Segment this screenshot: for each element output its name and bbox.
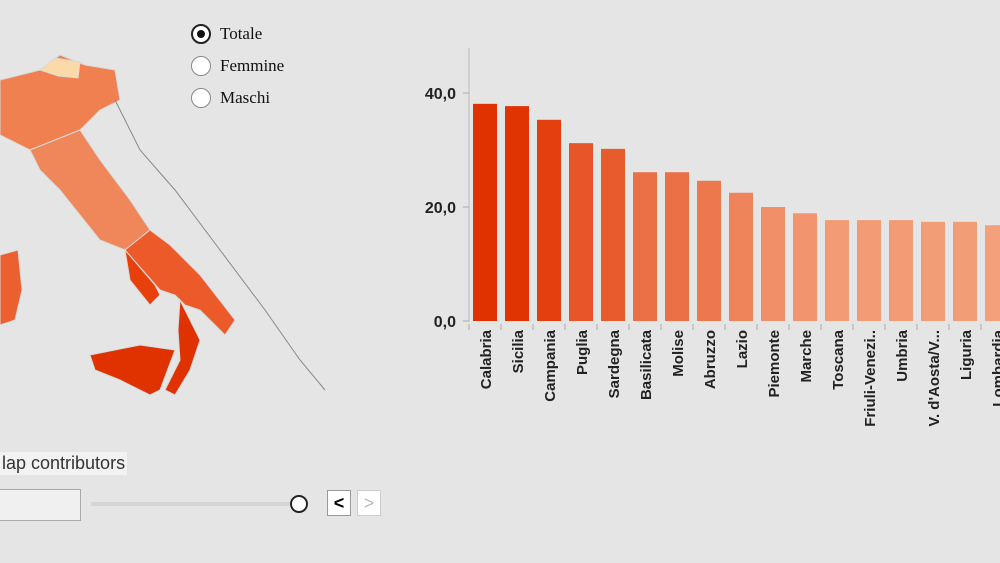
x-tick-label: Abruzzo [702,330,719,389]
radio-maschi[interactable]: Maschi [191,88,270,108]
region-sicilia[interactable] [89,344,176,396]
bar-lombardia[interactable] [985,225,1000,321]
bar-marche[interactable] [793,213,817,321]
region-north[interactable] [0,54,121,151]
coastline-balkans [114,99,326,391]
region-south[interactable] [124,229,236,336]
x-tick-label: V. d'Aosta/V... [926,330,943,427]
bar-liguria[interactable] [953,221,977,321]
x-tick-label: Lombardia [990,329,1000,406]
x-tick-label: Piemonte [766,330,783,398]
prev-button[interactable]: < [327,490,351,516]
bar-campania[interactable] [537,119,561,321]
x-tick-label: Umbria [894,329,911,381]
x-tick-label: Calabria [478,329,495,389]
radio-label: Totale [220,24,263,43]
x-tick-label: Toscana [830,329,847,389]
region-sardegna[interactable] [0,249,23,326]
region-calabria[interactable] [164,298,201,396]
x-tick-label: Puglia [574,329,591,375]
map-attribution[interactable]: lap contributors [0,452,128,475]
y-tick-label: 40,0 [425,86,456,103]
y-tick-label: 0,0 [434,314,456,331]
bar-v-d-aosta-v-[interactable] [921,221,945,321]
x-tick-label: Friuli-Venezi.. [862,330,879,427]
x-tick-label: Liguria [958,329,975,380]
bar-sicilia[interactable] [505,106,529,321]
x-tick-label: Molise [670,330,687,377]
region-campania[interactable] [124,248,161,306]
bar-friuli-venezi-[interactable] [857,220,881,321]
bar-lazio[interactable] [729,192,753,321]
time-slider-handle[interactable] [290,495,308,513]
radio-label: Maschi [220,88,271,107]
italy-choropleth-map[interactable] [0,40,340,400]
year-input[interactable] [0,489,81,521]
bar-piemonte[interactable] [761,207,785,321]
time-slider-track[interactable] [91,502,298,506]
bar-calabria[interactable] [473,103,497,321]
radio-label: Femmine [220,56,285,75]
x-tick-label: Lazio [734,330,751,368]
bar-puglia[interactable] [569,143,593,321]
bar-sardegna[interactable] [601,148,625,321]
x-tick-label: Marche [798,330,815,383]
bar-umbria[interactable] [889,220,913,321]
x-tick-label: Basilicata [638,329,655,400]
x-tick-label: Campania [542,329,559,401]
x-tick-label: Sardegna [606,329,623,398]
radio-femmine[interactable]: Femmine [191,56,284,76]
x-tick-label: Sicilia [510,329,527,373]
next-button[interactable]: > [357,490,381,516]
bar-abruzzo[interactable] [697,180,721,321]
region-trentino[interactable] [38,57,81,79]
y-tick-label: 20,0 [425,200,456,217]
radio-totale[interactable]: Totale [191,24,262,44]
bar-basilicata[interactable] [633,172,657,321]
bar-toscana[interactable] [825,220,849,321]
bar-molise[interactable] [665,172,689,321]
